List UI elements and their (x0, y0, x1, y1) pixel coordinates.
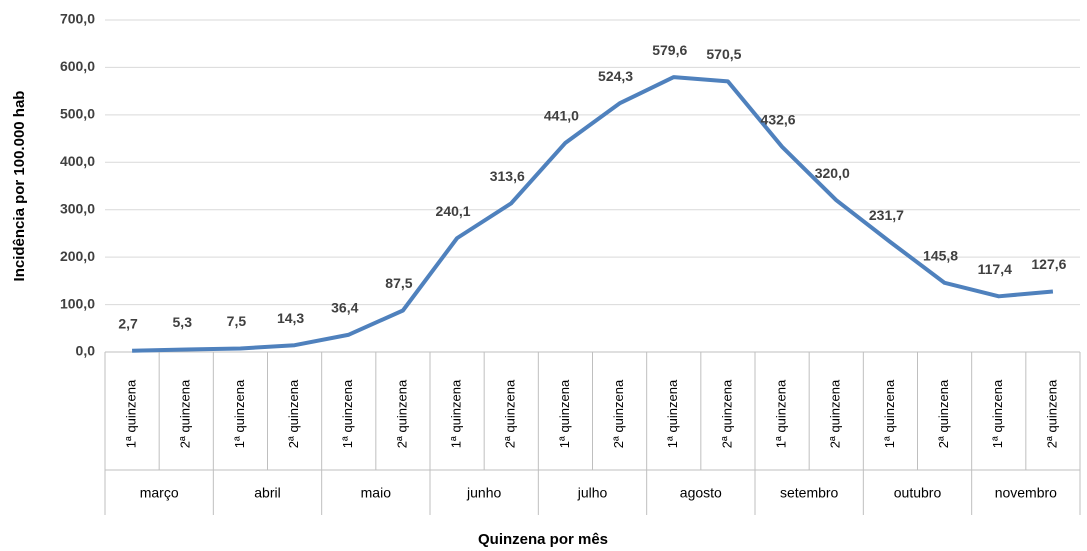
x-tick-label: 1ª quinzena (124, 379, 139, 448)
data-label: 7,5 (227, 313, 247, 329)
group-label: maio (361, 485, 392, 501)
data-label: 313,6 (490, 168, 525, 184)
data-label: 145,8 (923, 248, 958, 264)
group-label: março (140, 485, 179, 501)
x-tick-label: 2ª quinzena (936, 379, 951, 448)
y-tick-label: 500,0 (60, 106, 95, 122)
y-tick-label: 0,0 (76, 343, 96, 359)
data-label: 441,0 (544, 108, 579, 124)
group-label: novembro (995, 485, 1057, 501)
group-label: junho (466, 485, 501, 501)
x-tick-label: 2ª quinzena (611, 379, 626, 448)
y-tick-label: 400,0 (60, 153, 95, 169)
data-label: 2,7 (118, 315, 138, 331)
data-label: 432,6 (761, 112, 796, 128)
data-label: 320,0 (815, 165, 850, 181)
group-label: agosto (680, 485, 722, 501)
data-label: 5,3 (173, 314, 193, 330)
x-tick-label: 1ª quinzena (232, 379, 247, 448)
group-label: outubro (894, 485, 942, 501)
x-tick-label: 1ª quinzena (557, 379, 572, 448)
data-label: 570,5 (706, 46, 741, 62)
data-label: 579,6 (652, 42, 687, 58)
x-axis-title: Quinzena por mês (478, 531, 608, 548)
group-label: julho (577, 485, 608, 501)
x-tick-label: 1ª quinzena (774, 379, 789, 448)
data-label: 231,7 (869, 207, 904, 223)
data-label: 524,3 (598, 68, 633, 84)
y-axis-title: Incidência por 100.000 hab (11, 91, 28, 282)
y-tick-label: 200,0 (60, 248, 95, 264)
y-tick-label: 600,0 (60, 58, 95, 74)
x-tick-label: 2ª quinzena (394, 379, 409, 448)
x-tick-label: 1ª quinzena (882, 379, 897, 448)
x-tick-label: 2ª quinzena (178, 379, 193, 448)
data-label: 87,5 (385, 275, 412, 291)
x-tick-label: 2ª quinzena (828, 379, 843, 448)
data-label: 127,6 (1031, 256, 1066, 272)
x-tick-label: 2ª quinzena (286, 379, 301, 448)
group-label: abril (254, 485, 280, 501)
data-line (132, 75, 1054, 353)
x-tick-label: 1ª quinzena (665, 379, 680, 448)
x-tick-label: 2ª quinzena (503, 379, 518, 448)
data-label: 36,4 (331, 299, 358, 315)
x-tick-label: 2ª quinzena (1044, 379, 1059, 448)
x-tick-label: 1ª quinzena (990, 379, 1005, 448)
data-label: 240,1 (436, 203, 471, 219)
y-tick-label: 300,0 (60, 200, 95, 216)
y-tick-label: 100,0 (60, 295, 95, 311)
x-tick-label: 2ª quinzena (719, 379, 734, 448)
x-tick-label: 1ª quinzena (449, 379, 464, 448)
data-label: 14,3 (277, 310, 304, 326)
x-tick-label: 1ª quinzena (340, 379, 355, 448)
y-tick-label: 700,0 (60, 11, 95, 27)
group-label: setembro (780, 485, 839, 501)
data-label: 117,4 (978, 261, 1012, 277)
